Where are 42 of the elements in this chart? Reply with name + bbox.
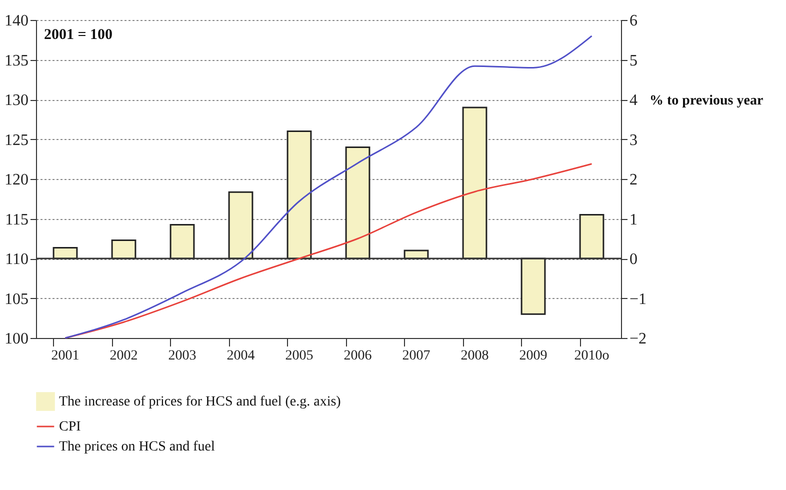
bar <box>579 214 604 260</box>
x-tick-label: 2002 <box>110 348 138 364</box>
y2-tick-label: 5 <box>630 52 638 70</box>
x-tick-label: 2003 <box>168 348 196 364</box>
y2-tick-label: 0 <box>630 251 638 268</box>
y-tick-label: 120 <box>4 172 28 188</box>
bar <box>520 258 546 315</box>
y2-tick-label: 4 <box>630 92 638 109</box>
y2-tick-label: 2 <box>630 172 638 188</box>
y2-tick-label: 6 <box>630 12 638 30</box>
bar <box>345 146 370 260</box>
annotation: 2001 = 100 <box>44 27 113 43</box>
x-tick-label: 2010o <box>574 348 610 364</box>
bar <box>170 224 195 260</box>
x-tick-label: 2009 <box>519 348 548 364</box>
y2-tick-label: 1 <box>630 211 638 228</box>
bar <box>286 130 312 260</box>
x-tick-label: 2005 <box>285 348 314 364</box>
y2-tick-label: 3 <box>630 132 638 149</box>
legend-label: The increase of prices for HCS and fuel (e.g. axis) <box>59 394 342 410</box>
y-tick-label: 105 <box>4 290 28 308</box>
line-series <box>64 163 592 339</box>
bar <box>462 106 488 260</box>
y2-axis-title: % to previous year <box>650 94 764 108</box>
y2-tick-label: −1 <box>630 290 647 308</box>
y2-tick-label: −2 <box>630 330 647 348</box>
y-tick-label: 100 <box>4 330 28 348</box>
y-tick-label: 135 <box>4 52 28 70</box>
y-tick-label: 125 <box>4 132 28 149</box>
x-tick-label: 2006 <box>344 348 372 364</box>
y-tick-label: 115 <box>5 211 28 228</box>
legend-label: CPI <box>59 420 82 434</box>
y-tick-label: 130 <box>4 92 28 109</box>
legend-label: The prices on HCS and fuel <box>59 440 216 454</box>
x-tick-label: 2008 <box>460 348 489 364</box>
bar <box>228 191 254 260</box>
x-tick-label: 2007 <box>402 348 430 364</box>
y-tick-label: 140 <box>4 12 28 30</box>
x-tick-label: 2001 <box>51 348 80 364</box>
x-tick-label: 2004 <box>226 348 255 364</box>
bar <box>111 239 136 260</box>
y-tick-label: 110 <box>5 251 28 268</box>
